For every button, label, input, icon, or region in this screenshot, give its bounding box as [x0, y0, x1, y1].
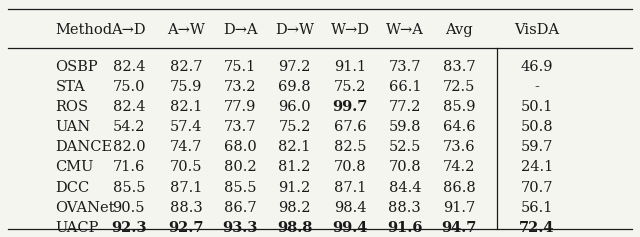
Text: 85.5: 85.5 — [224, 181, 257, 195]
Text: CMU: CMU — [56, 160, 94, 174]
Text: 68.0: 68.0 — [224, 140, 257, 155]
Text: A→W: A→W — [167, 23, 205, 37]
Text: 73.6: 73.6 — [443, 140, 476, 155]
Text: 88.3: 88.3 — [170, 201, 202, 215]
Text: 91.2: 91.2 — [278, 181, 310, 195]
Text: 72.5: 72.5 — [443, 80, 475, 94]
Text: 73.2: 73.2 — [224, 80, 257, 94]
Text: 91.6: 91.6 — [387, 221, 422, 235]
Text: 70.8: 70.8 — [388, 160, 421, 174]
Text: 82.1: 82.1 — [170, 100, 202, 114]
Text: 94.7: 94.7 — [441, 221, 477, 235]
Text: 82.1: 82.1 — [278, 140, 310, 155]
Text: Avg: Avg — [445, 23, 473, 37]
Text: 77.9: 77.9 — [224, 100, 257, 114]
Text: 70.8: 70.8 — [333, 160, 366, 174]
Text: 72.4: 72.4 — [519, 221, 554, 235]
Text: 50.1: 50.1 — [520, 100, 553, 114]
Text: 75.1: 75.1 — [224, 60, 257, 74]
Text: 70.7: 70.7 — [520, 181, 553, 195]
Text: 50.8: 50.8 — [520, 120, 553, 134]
Text: W→A: W→A — [386, 23, 424, 37]
Text: 80.2: 80.2 — [224, 160, 257, 174]
Text: 66.1: 66.1 — [388, 80, 421, 94]
Text: 85.9: 85.9 — [443, 100, 475, 114]
Text: 59.8: 59.8 — [388, 120, 421, 134]
Text: 88.3: 88.3 — [388, 201, 421, 215]
Text: 64.6: 64.6 — [443, 120, 476, 134]
Text: 97.2: 97.2 — [278, 60, 310, 74]
Text: DCC: DCC — [56, 181, 90, 195]
Text: 75.0: 75.0 — [113, 80, 145, 94]
Text: 87.1: 87.1 — [170, 181, 202, 195]
Text: 82.7: 82.7 — [170, 60, 202, 74]
Text: 73.7: 73.7 — [388, 60, 421, 74]
Text: 71.6: 71.6 — [113, 160, 145, 174]
Text: ROS: ROS — [56, 100, 89, 114]
Text: 83.7: 83.7 — [443, 60, 476, 74]
Text: D→W: D→W — [275, 23, 314, 37]
Text: 77.2: 77.2 — [388, 100, 421, 114]
Text: 24.1: 24.1 — [520, 160, 553, 174]
Text: OVANet: OVANet — [56, 201, 115, 215]
Text: UACP: UACP — [56, 221, 99, 235]
Text: DANCE: DANCE — [56, 140, 113, 155]
Text: 52.5: 52.5 — [388, 140, 421, 155]
Text: 46.9: 46.9 — [520, 60, 553, 74]
Text: 69.8: 69.8 — [278, 80, 311, 94]
Text: 74.7: 74.7 — [170, 140, 202, 155]
Text: 67.6: 67.6 — [333, 120, 366, 134]
Text: D→A: D→A — [223, 23, 258, 37]
Text: 99.4: 99.4 — [332, 221, 367, 235]
Text: 93.3: 93.3 — [223, 221, 258, 235]
Text: 82.5: 82.5 — [333, 140, 366, 155]
Text: 98.2: 98.2 — [278, 201, 311, 215]
Text: 91.7: 91.7 — [443, 201, 475, 215]
Text: 98.4: 98.4 — [333, 201, 366, 215]
Text: -: - — [534, 80, 539, 94]
Text: OSBP: OSBP — [56, 60, 98, 74]
Text: 56.1: 56.1 — [520, 201, 553, 215]
Text: 86.7: 86.7 — [224, 201, 257, 215]
Text: 96.0: 96.0 — [278, 100, 311, 114]
Text: W→D: W→D — [330, 23, 369, 37]
Text: 57.4: 57.4 — [170, 120, 202, 134]
Text: 92.3: 92.3 — [111, 221, 147, 235]
Text: 59.7: 59.7 — [520, 140, 553, 155]
Text: 81.2: 81.2 — [278, 160, 310, 174]
Text: 90.5: 90.5 — [113, 201, 145, 215]
Text: Method: Method — [56, 23, 113, 37]
Text: UAN: UAN — [56, 120, 91, 134]
Text: VisDA: VisDA — [514, 23, 559, 37]
Text: 75.9: 75.9 — [170, 80, 202, 94]
Text: 70.5: 70.5 — [170, 160, 202, 174]
Text: 99.7: 99.7 — [332, 100, 367, 114]
Text: 91.1: 91.1 — [334, 60, 366, 74]
Text: STA: STA — [56, 80, 85, 94]
Text: 54.2: 54.2 — [113, 120, 145, 134]
Text: 82.4: 82.4 — [113, 60, 145, 74]
Text: 82.0: 82.0 — [113, 140, 145, 155]
Text: 84.4: 84.4 — [388, 181, 421, 195]
Text: 75.2: 75.2 — [278, 120, 310, 134]
Text: 85.5: 85.5 — [113, 181, 145, 195]
Text: 86.8: 86.8 — [442, 181, 476, 195]
Text: 98.8: 98.8 — [277, 221, 312, 235]
Text: 74.2: 74.2 — [443, 160, 475, 174]
Text: 87.1: 87.1 — [334, 181, 366, 195]
Text: 75.2: 75.2 — [334, 80, 366, 94]
Text: 73.7: 73.7 — [224, 120, 257, 134]
Text: 82.4: 82.4 — [113, 100, 145, 114]
Text: 92.7: 92.7 — [168, 221, 204, 235]
Text: A→D: A→D — [111, 23, 146, 37]
